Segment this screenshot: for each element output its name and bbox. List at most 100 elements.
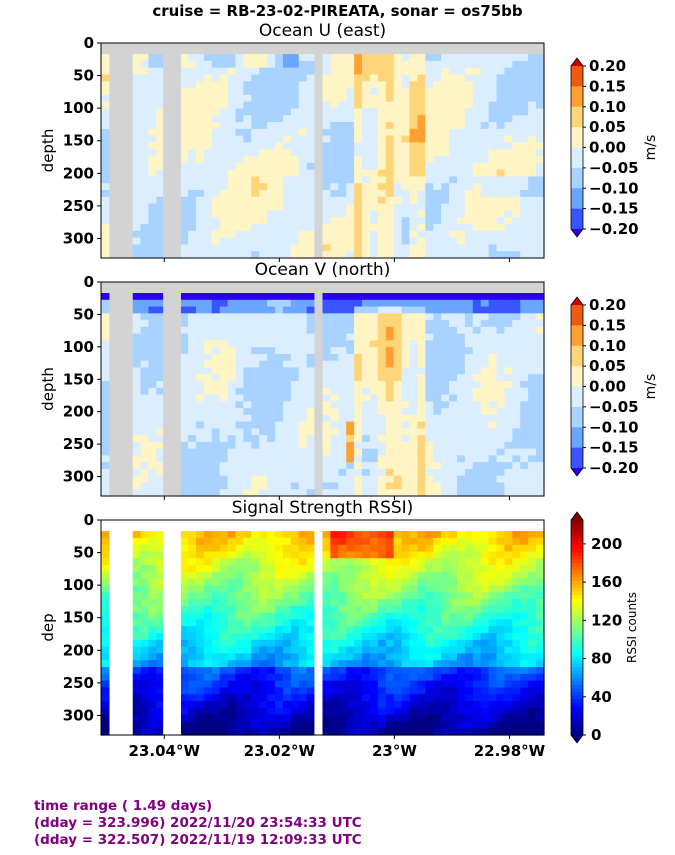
heatmap-cell	[275, 210, 284, 218]
heatmap-cell	[275, 122, 284, 130]
heatmap-cell	[504, 701, 513, 709]
heatmap-cell	[282, 149, 292, 157]
heatmap-cell	[219, 565, 229, 573]
heatmap-cell	[251, 237, 260, 246]
heatmap-cell	[290, 122, 300, 130]
heatmap-cell	[449, 707, 458, 716]
heatmap-cell	[219, 680, 229, 689]
heatmap-cell	[227, 88, 237, 96]
heatmap-cell	[330, 408, 339, 416]
heatmap-cell	[148, 707, 157, 716]
heatmap-cell	[275, 714, 284, 723]
heatmap-cell	[528, 428, 537, 436]
panel-3-ylabel: dep	[39, 613, 57, 641]
heatmap-cell	[132, 60, 142, 69]
heatmap-cell	[377, 714, 387, 723]
heatmap-cell	[227, 394, 237, 402]
heatmap-cell	[417, 707, 426, 716]
heatmap-cell	[275, 482, 284, 490]
heatmap-cell	[322, 448, 332, 457]
heatmap-cell	[338, 646, 347, 655]
heatmap-cell	[219, 462, 229, 470]
heatmap-cell	[180, 101, 189, 110]
heatmap-cell	[322, 340, 332, 348]
heatmap-cell	[251, 387, 260, 396]
heatmap-cell	[528, 468, 537, 477]
heatmap-cell	[512, 435, 521, 443]
heatmap-cell	[362, 135, 371, 144]
heatmap-cell	[417, 585, 426, 593]
heatmap-cell	[385, 544, 395, 553]
heatmap-cell	[377, 306, 387, 314]
heatmap-cell	[385, 162, 395, 171]
heatmap-cell	[219, 293, 229, 301]
heatmap-cell	[156, 340, 165, 348]
heatmap-cell	[219, 667, 229, 675]
heatmap-cell	[227, 537, 237, 546]
heatmap-cell	[369, 421, 379, 429]
heatmap-cell	[528, 565, 537, 573]
heatmap-cell	[243, 694, 252, 702]
colorbar-band	[571, 427, 583, 448]
heatmap-cell	[449, 326, 458, 335]
heatmap-cell	[536, 673, 545, 682]
data-gap-3	[314, 282, 322, 496]
heatmap-cell	[195, 67, 205, 76]
heatmap-cell	[346, 558, 355, 566]
heatmap-cell	[354, 320, 363, 328]
heatmap-cell	[275, 599, 284, 607]
heatmap-cell	[219, 605, 229, 614]
heatmap-cell	[259, 320, 268, 328]
heatmap-cell	[346, 448, 355, 457]
panel-3-cells	[101, 531, 545, 736]
heatmap-cell	[275, 701, 284, 709]
heatmap-cell	[496, 101, 506, 110]
heatmap-cell	[132, 707, 142, 716]
heatmap-cell	[417, 694, 426, 702]
heatmap-cell	[140, 299, 150, 308]
heatmap-cell	[219, 578, 229, 587]
heatmap-cell	[504, 680, 513, 689]
heatmap-cell	[282, 441, 292, 450]
heatmap-cell	[480, 142, 490, 150]
heatmap-cell	[322, 435, 332, 443]
heatmap-cell	[472, 313, 482, 321]
heatmap-cell	[362, 475, 371, 484]
heatmap-cell	[528, 293, 537, 301]
heatmap-cell	[377, 619, 387, 627]
heatmap-cell	[132, 714, 142, 723]
heatmap-cell	[330, 633, 339, 641]
heatmap-cell	[528, 122, 537, 130]
y-tick-label: 250	[63, 197, 94, 215]
heatmap-cell	[385, 578, 395, 587]
heatmap-cell	[520, 142, 529, 150]
heatmap-cell	[298, 115, 308, 123]
heatmap-cell	[488, 203, 498, 212]
heatmap-cell	[243, 728, 252, 736]
heatmap-cell	[354, 190, 363, 198]
heatmap-cell	[346, 353, 355, 362]
heatmap-cell	[267, 176, 276, 184]
heatmap-cell	[385, 169, 395, 178]
heatmap-cell	[219, 94, 229, 103]
heatmap-cell	[409, 115, 419, 123]
heatmap-cell	[259, 408, 268, 416]
heatmap-cell	[140, 203, 150, 212]
heatmap-cell	[140, 333, 150, 341]
heatmap-cell	[259, 551, 268, 559]
heatmap-cell	[227, 122, 237, 130]
heatmap-cell	[330, 394, 339, 402]
heatmap-cell	[512, 714, 521, 723]
heatmap-cell	[536, 571, 545, 580]
heatmap-cell	[362, 122, 371, 130]
heatmap-cell	[330, 299, 339, 308]
heatmap-cell	[219, 531, 229, 539]
heatmap-cell	[203, 592, 213, 600]
heatmap-cell	[211, 619, 221, 627]
heatmap-cell	[188, 340, 197, 348]
heatmap-cell	[188, 592, 197, 600]
heatmap-cell	[441, 340, 450, 348]
heatmap-cell	[235, 347, 244, 355]
heatmap-cell	[251, 714, 260, 723]
heatmap-cell	[235, 585, 244, 593]
